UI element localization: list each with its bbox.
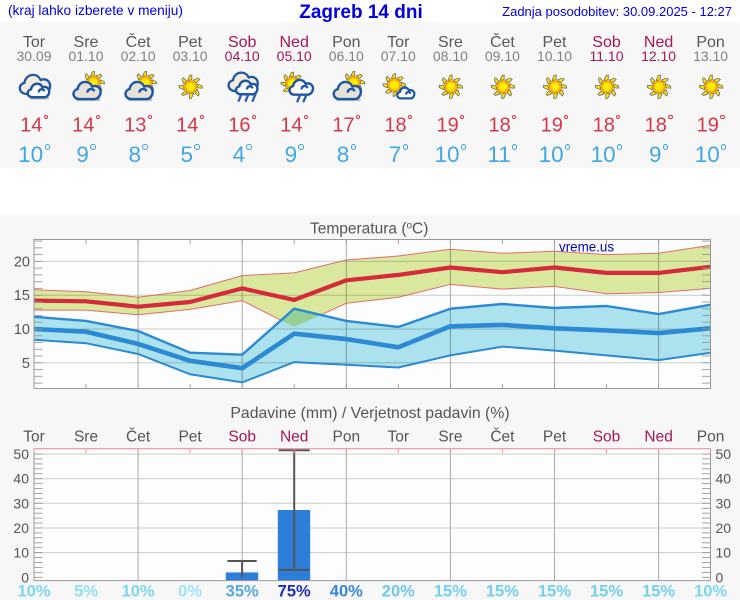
svg-text:40: 40 xyxy=(716,471,732,487)
svg-text:15%: 15% xyxy=(486,583,519,600)
svg-text:10: 10 xyxy=(14,322,30,338)
svg-text:10: 10 xyxy=(13,545,29,561)
svg-text:0: 0 xyxy=(21,569,29,585)
svg-text:30: 30 xyxy=(13,495,29,511)
svg-text:Sob: Sob xyxy=(228,429,256,446)
svg-text:0%: 0% xyxy=(178,583,202,600)
svg-text:10%: 10% xyxy=(17,583,50,600)
svg-text:Čet: Čet xyxy=(490,429,515,446)
svg-text:50: 50 xyxy=(13,446,29,462)
svg-text:15: 15 xyxy=(14,288,30,304)
svg-text:5: 5 xyxy=(22,356,30,372)
svg-text:10%: 10% xyxy=(694,583,727,600)
svg-text:15%: 15% xyxy=(538,583,571,600)
svg-text:40: 40 xyxy=(13,471,29,487)
svg-text:Sre: Sre xyxy=(438,429,462,446)
svg-text:Padavine (mm) / Verjetnost pad: Padavine (mm) / Verjetnost padavin (%) xyxy=(230,405,509,422)
svg-text:15%: 15% xyxy=(434,583,467,600)
svg-text:75%: 75% xyxy=(278,583,311,600)
svg-text:50: 50 xyxy=(716,446,732,462)
svg-text:Čet: Čet xyxy=(126,429,151,446)
svg-text:Tor: Tor xyxy=(23,429,45,446)
svg-text:20%: 20% xyxy=(382,583,415,600)
svg-text:35%: 35% xyxy=(226,583,259,600)
svg-text:Temperatura (oC): Temperatura (oC) xyxy=(310,221,428,238)
svg-text:Pon: Pon xyxy=(333,429,361,446)
svg-text:Sre: Sre xyxy=(74,429,98,446)
svg-text:Pon: Pon xyxy=(697,429,725,446)
svg-text:Tor: Tor xyxy=(388,429,410,446)
svg-text:5%: 5% xyxy=(74,583,98,600)
svg-text:Sob: Sob xyxy=(593,429,621,446)
svg-text:vreme.us: vreme.us xyxy=(559,240,614,255)
svg-text:15%: 15% xyxy=(590,583,623,600)
svg-text:Ned: Ned xyxy=(280,429,308,446)
svg-text:0: 0 xyxy=(716,569,724,585)
svg-text:10%: 10% xyxy=(122,583,155,600)
svg-text:15%: 15% xyxy=(642,583,675,600)
svg-text:Pet: Pet xyxy=(178,429,202,446)
svg-text:Pet: Pet xyxy=(543,429,567,446)
svg-text:40%: 40% xyxy=(330,583,363,600)
svg-text:20: 20 xyxy=(14,254,30,270)
svg-text:10: 10 xyxy=(716,545,732,561)
svg-text:30: 30 xyxy=(716,495,732,511)
svg-text:Ned: Ned xyxy=(644,429,672,446)
svg-text:20: 20 xyxy=(716,520,732,536)
svg-text:20: 20 xyxy=(13,520,29,536)
